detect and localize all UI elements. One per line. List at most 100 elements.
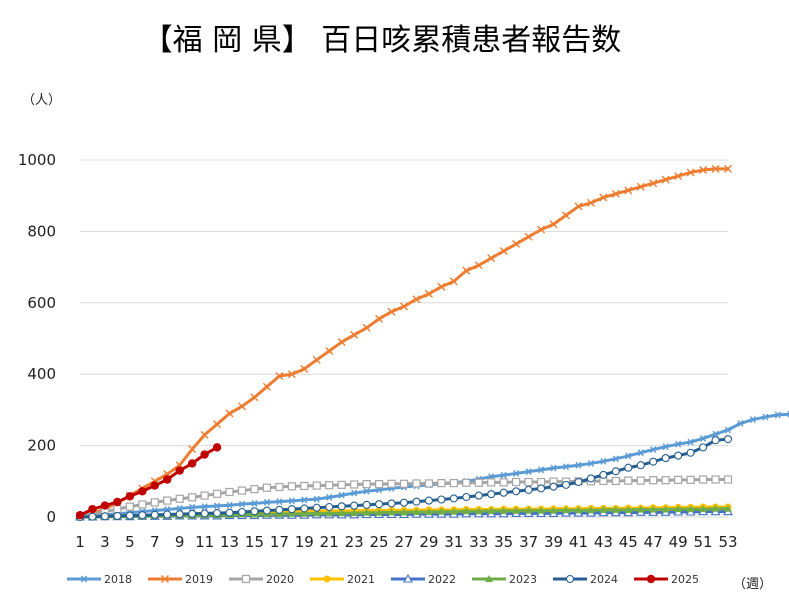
data-point-2019 bbox=[201, 431, 208, 438]
data-point-2018 bbox=[276, 499, 283, 505]
x-tick-label: 53 bbox=[718, 533, 737, 551]
data-point-2024 bbox=[226, 509, 233, 516]
y-tick-label: 400 bbox=[27, 365, 56, 383]
data-point-2020 bbox=[612, 477, 619, 484]
data-point-2020 bbox=[326, 482, 333, 489]
data-point-2024 bbox=[625, 464, 632, 471]
legend-swatch-marker bbox=[243, 576, 250, 583]
data-point-2024 bbox=[600, 471, 607, 478]
data-point-2020 bbox=[226, 489, 233, 496]
data-point-2018 bbox=[538, 467, 545, 473]
data-point-2018 bbox=[662, 444, 669, 450]
data-point-2020 bbox=[725, 476, 732, 483]
data-point-2018 bbox=[737, 420, 744, 426]
x-tick-label: 23 bbox=[345, 533, 364, 551]
data-point-2024 bbox=[662, 455, 669, 462]
data-point-2024 bbox=[725, 436, 732, 443]
data-point-2018 bbox=[687, 439, 694, 445]
data-point-2018 bbox=[575, 462, 582, 468]
x-tick-label: 15 bbox=[245, 533, 264, 551]
data-point-2024 bbox=[388, 500, 395, 507]
x-tick-label: 31 bbox=[444, 533, 463, 551]
data-point-2020 bbox=[376, 481, 383, 488]
data-point-2020 bbox=[239, 487, 246, 494]
chart-title: 【福 岡 県】 百日咳累積患者報告数 bbox=[143, 23, 622, 58]
data-point-2018 bbox=[749, 417, 756, 423]
legend-label: 2023 bbox=[509, 573, 537, 586]
x-tick-label: 7 bbox=[150, 533, 160, 551]
data-point-2024 bbox=[214, 510, 221, 517]
data-point-2019 bbox=[214, 421, 221, 428]
data-point-2020 bbox=[413, 480, 420, 487]
series-2018 bbox=[77, 411, 789, 520]
data-point-2020 bbox=[687, 476, 694, 483]
data-point-2025 bbox=[200, 450, 208, 458]
data-point-2025 bbox=[126, 492, 134, 500]
data-point-2024 bbox=[401, 499, 408, 506]
data-point-2024 bbox=[263, 507, 270, 514]
data-point-2018 bbox=[263, 499, 270, 505]
legend-label: 2019 bbox=[185, 573, 213, 586]
data-point-2024 bbox=[189, 510, 196, 517]
data-point-2020 bbox=[263, 484, 270, 491]
data-point-2018 bbox=[625, 453, 632, 459]
data-point-2020 bbox=[388, 480, 395, 487]
data-point-2024 bbox=[288, 506, 295, 513]
data-point-2025 bbox=[76, 511, 84, 519]
data-point-2020 bbox=[151, 499, 158, 506]
data-point-2025 bbox=[163, 475, 171, 483]
y-tick-label: 1000 bbox=[18, 151, 56, 169]
data-point-2020 bbox=[513, 479, 520, 486]
data-point-2020 bbox=[637, 477, 644, 484]
legend-label: 2018 bbox=[104, 573, 132, 586]
data-point-2024 bbox=[438, 496, 445, 503]
data-point-2020 bbox=[313, 482, 320, 489]
x-tick-label: 47 bbox=[644, 533, 663, 551]
x-tick-label: 9 bbox=[175, 533, 185, 551]
data-point-2020 bbox=[425, 480, 432, 487]
x-tick-label: 33 bbox=[469, 533, 488, 551]
legend-swatch-marker bbox=[81, 576, 88, 582]
data-point-2024 bbox=[500, 489, 507, 496]
data-point-2020 bbox=[488, 479, 495, 486]
legend-label: 2021 bbox=[347, 573, 375, 586]
legend-label: 2025 bbox=[671, 573, 699, 586]
data-point-2020 bbox=[301, 482, 308, 489]
x-tick-label: 11 bbox=[195, 533, 214, 551]
data-point-2024 bbox=[151, 511, 158, 518]
series-line-2025 bbox=[80, 447, 217, 515]
x-tick-label: 19 bbox=[295, 533, 314, 551]
data-point-2020 bbox=[463, 479, 470, 486]
data-point-2018 bbox=[189, 504, 196, 510]
data-point-2018 bbox=[774, 412, 781, 418]
y-tick-label: 800 bbox=[27, 222, 56, 240]
data-point-2024 bbox=[525, 486, 532, 493]
data-point-2018 bbox=[587, 460, 594, 466]
legend-swatch-marker bbox=[567, 576, 574, 583]
data-point-2024 bbox=[687, 449, 694, 456]
data-point-2018 bbox=[513, 470, 520, 476]
legend-item-2025: 2025 bbox=[634, 573, 699, 586]
y-tick-label: 200 bbox=[27, 437, 56, 455]
x-tick-label: 17 bbox=[270, 533, 289, 551]
data-point-2024 bbox=[363, 501, 370, 508]
data-point-2024 bbox=[563, 481, 570, 488]
x-tick-label: 43 bbox=[594, 533, 613, 551]
data-point-2025 bbox=[101, 501, 109, 509]
data-point-2025 bbox=[213, 443, 221, 451]
x-tick-label: 51 bbox=[694, 533, 713, 551]
data-point-2018 bbox=[251, 500, 258, 506]
data-point-2020 bbox=[288, 483, 295, 490]
data-point-2020 bbox=[500, 479, 507, 486]
legend-item-2019: 2019 bbox=[148, 573, 213, 586]
data-point-2020 bbox=[650, 477, 657, 484]
data-point-2020 bbox=[712, 476, 719, 483]
data-point-2024 bbox=[450, 495, 457, 502]
data-point-2018 bbox=[226, 502, 233, 508]
data-point-2024 bbox=[513, 488, 520, 495]
data-point-2020 bbox=[189, 494, 196, 501]
data-point-2018 bbox=[525, 469, 532, 475]
legend-swatch-marker bbox=[324, 576, 331, 583]
data-point-2018 bbox=[351, 490, 358, 496]
data-point-2024 bbox=[139, 512, 146, 519]
